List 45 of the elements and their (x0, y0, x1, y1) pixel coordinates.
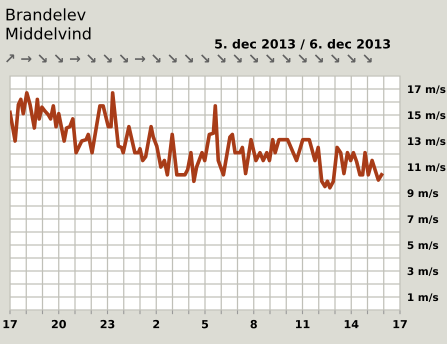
text: ↘ (234, 54, 242, 62)
y-tick-label: 1 m/s (408, 293, 438, 302)
y-tick-label: 15 m/s (408, 111, 446, 120)
text: ↘ (201, 54, 210, 62)
line-series (10, 91, 384, 190)
text: ↘ (120, 54, 128, 62)
text: 5. dec 2013 / 6. dec 2013 (215, 38, 390, 50)
text: ↘ (104, 54, 112, 62)
y-tick-label: 3 m/s (408, 267, 438, 276)
text: → (21, 56, 32, 62)
text: ↘ (266, 54, 274, 62)
y-tick-label: 9 m/s (407, 189, 438, 198)
text: → (70, 56, 80, 62)
text: ↘ (364, 54, 372, 62)
x-tick-label: 11 (296, 320, 310, 328)
x-tick-label: 8 (250, 320, 257, 328)
text: → (134, 56, 146, 62)
chart-title: Brandelev (6, 8, 86, 21)
x-tick-label: 20 (52, 320, 66, 328)
text: ↘ (347, 54, 356, 62)
x-tick-label: 5 (202, 320, 208, 328)
text: ↘ (168, 54, 177, 62)
text: ↘ (298, 54, 307, 62)
text: ↘ (152, 54, 160, 62)
x-tick-label: 2 (153, 320, 160, 328)
text: ↘ (314, 54, 323, 62)
text: ↘ (87, 54, 96, 62)
text: ↘ (331, 54, 340, 62)
y-tick-label: 7 m/s (408, 215, 438, 224)
text: ↘ (54, 54, 63, 62)
chart-subtitle: Middelvind (6, 27, 90, 40)
text: ↘ (184, 54, 193, 62)
x-tick-label: 14 (344, 320, 358, 328)
y-tick-label: 13 m/s (408, 137, 446, 146)
text: ↗ (6, 54, 14, 62)
text: ↘ (250, 54, 258, 62)
x-tick-label: 17 (4, 320, 17, 328)
text: ↘ (217, 54, 226, 62)
x-tick-label: 17 (394, 320, 407, 328)
text: ↘ (282, 54, 290, 62)
text: ↘ (38, 54, 47, 62)
y-tick-label: 5 m/s (408, 241, 438, 250)
y-tick-label: 17 m/s (408, 85, 446, 94)
y-tick-label: 11 m/s (408, 163, 446, 172)
x-tick-label: 23 (100, 320, 114, 328)
